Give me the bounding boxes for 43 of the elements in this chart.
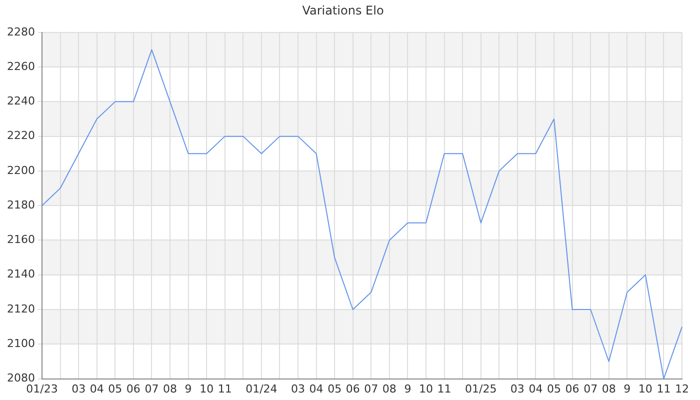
- y-tick-label: 2200: [6, 164, 35, 177]
- y-tick-label: 2140: [6, 268, 35, 281]
- x-tick-label: 04: [309, 382, 324, 396]
- x-tick-label: 9: [404, 382, 412, 396]
- x-tick-label: 10: [638, 382, 652, 396]
- x-tick-label: 07: [364, 382, 378, 396]
- x-tick-label: 9: [184, 382, 192, 396]
- y-tick-label: 2280: [6, 25, 35, 38]
- x-tick-label: 06: [346, 382, 360, 396]
- x-tick-label: 03: [510, 382, 524, 396]
- x-tick-label: 10: [419, 382, 433, 396]
- x-tick-label: 05: [547, 382, 561, 396]
- y-tick-label: 2260: [6, 60, 35, 73]
- x-tick-label: 11: [656, 382, 671, 396]
- x-tick-label: 01/23: [26, 382, 58, 396]
- x-tick-label: 07: [144, 382, 159, 396]
- x-tick-label: 03: [72, 382, 86, 396]
- x-tick-label: 04: [90, 382, 104, 396]
- y-tick-label: 2220: [6, 129, 35, 142]
- y-tick-label: 2120: [6, 302, 35, 316]
- x-tick-label: 03: [290, 382, 305, 396]
- y-tick-label: 2160: [6, 233, 35, 246]
- x-tick-label: 10: [200, 382, 214, 396]
- x-tick-label: 05: [108, 382, 122, 396]
- x-tick-label: 04: [528, 382, 543, 396]
- x-tick-label: 05: [328, 382, 342, 396]
- x-tick-label: 06: [126, 382, 140, 396]
- x-tick-label: 06: [565, 382, 580, 396]
- x-tick-label: 08: [602, 382, 616, 396]
- x-tick-label: 01/24: [246, 382, 278, 396]
- y-tick-label: 2080: [6, 372, 35, 385]
- x-tick-label: 9: [624, 382, 631, 396]
- x-tick-label: 12: [675, 382, 689, 396]
- x-tick-label: 11: [437, 382, 452, 396]
- y-tick-label: 2100: [6, 337, 35, 350]
- x-tick-label: 01/25: [465, 382, 497, 396]
- x-tick-label: 07: [584, 382, 598, 396]
- y-tick-label: 2240: [6, 94, 35, 108]
- x-tick-label: 08: [382, 382, 396, 396]
- chart-title: Variations Elo: [302, 3, 384, 18]
- y-tick-label: 2180: [6, 198, 35, 212]
- x-tick-label: 11: [218, 382, 232, 396]
- x-tick-label: 08: [162, 382, 177, 396]
